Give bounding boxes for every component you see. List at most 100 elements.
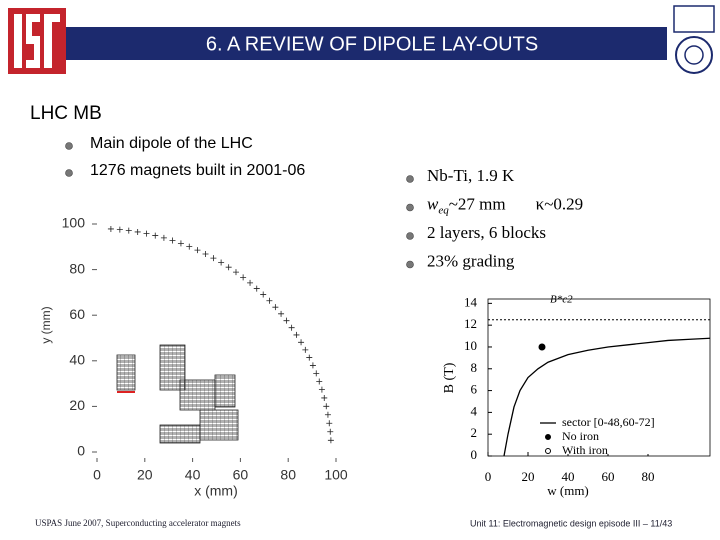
iron-marker <box>288 324 295 331</box>
iron-marker <box>313 370 320 377</box>
x-tick-label: 80 <box>642 469 655 484</box>
iron-marker <box>283 317 290 324</box>
iron-marker <box>194 247 201 254</box>
y-tick-label: 0 <box>471 447 478 462</box>
y-axis-title: B (T) <box>442 362 457 393</box>
iron-marker <box>134 228 141 235</box>
iron-marker <box>225 264 232 271</box>
y-tick-label: 4 <box>471 403 478 418</box>
legend-label: No iron <box>562 429 599 443</box>
iron-marker <box>316 378 323 385</box>
iron-marker <box>210 255 217 262</box>
iron-marker <box>327 428 334 435</box>
bullet-text-main: 23% grading <box>427 251 515 270</box>
bullet-text: 1276 magnets built in 2001-06 <box>90 162 305 179</box>
legend-label: sector [0-48,60-72] <box>562 415 655 429</box>
iron-marker <box>321 394 328 401</box>
coil-block <box>116 354 136 391</box>
y-tick-label: 20 <box>69 397 85 413</box>
x-tick-label: 60 <box>602 469 615 484</box>
coil-block <box>214 374 236 408</box>
iron-marker <box>326 420 333 427</box>
coil-figure: 0 20 40 60 80 100 0 20 40 60 80 100 x (mm) y (mm) <box>39 215 348 499</box>
bullet-text-extra: κ~0.29 <box>536 194 584 213</box>
bullet-text: weq~27 mm κ~0.29 <box>427 194 583 216</box>
iron-marker <box>272 304 279 311</box>
bc2-annotation: B*c2 <box>550 294 573 306</box>
iron-marker <box>309 362 316 369</box>
iron-marker <box>323 403 330 410</box>
iron-marker <box>293 331 300 338</box>
iron-marker <box>298 339 305 346</box>
y-axis-title: y (mm) <box>39 306 53 343</box>
x-tick-label: 0 <box>93 467 101 483</box>
bullet-text: Main dipole of the LHC <box>90 135 253 152</box>
iron-marker <box>186 243 193 250</box>
right-logo <box>673 5 715 74</box>
y-tick-label: 40 <box>69 352 85 368</box>
y-tick-label: 100 <box>62 215 86 231</box>
bullet <box>406 232 414 240</box>
y-tick-label: 10 <box>464 338 477 353</box>
iron-marker <box>266 297 273 304</box>
bullet <box>406 260 414 269</box>
legend-box <box>534 414 708 454</box>
coil-block <box>199 409 239 441</box>
iron-marker <box>253 285 260 292</box>
bullet-text-rest: ~27 mm <box>449 194 506 213</box>
coil-block <box>159 424 201 444</box>
bullet-text: 23% grading <box>427 251 515 270</box>
iron-marker <box>160 234 167 241</box>
x-axis-title: w (mm) <box>547 483 589 498</box>
bullet-text: 2 layers, 6 blocks <box>427 223 546 242</box>
y-tick-label: 12 <box>464 316 477 331</box>
iron-marker <box>169 237 176 244</box>
coil-block <box>179 379 216 411</box>
bullet-text-main: 2 layers, 6 blocks <box>427 223 546 242</box>
field-chart: 0 2 4 6 8 10 12 14 0 20 40 60 80 w (mm) B (T) B*c2 secto… <box>442 294 711 498</box>
bullet-subscript: eq <box>438 204 449 216</box>
header-bar <box>62 27 667 60</box>
bullet <box>65 142 73 150</box>
x-tick-label: 20 <box>137 467 153 483</box>
bullet-text-main: Nb-Ti, 1.9 K <box>427 166 515 185</box>
bullet-text-main: w <box>427 194 439 213</box>
field-curve <box>503 337 711 457</box>
y-tick-label: 2 <box>471 425 478 440</box>
bullet-text: Nb-Ti, 1.9 K <box>427 166 515 185</box>
bullet <box>65 169 73 177</box>
section-title: LHC MB <box>30 103 102 124</box>
iron-marker <box>318 386 325 393</box>
left-logo <box>8 8 66 74</box>
iron-marker <box>247 279 254 286</box>
legend-swatch <box>545 448 551 454</box>
iron-marker <box>125 227 132 234</box>
iron-marker <box>143 230 150 237</box>
iron-marker <box>177 240 184 247</box>
y-tick-label: 8 <box>471 360 478 375</box>
iron-marker <box>107 225 114 232</box>
iron-marker <box>152 232 159 239</box>
iron-marker <box>302 346 309 353</box>
legend-swatch <box>545 434 551 440</box>
y-tick-label: 14 <box>464 294 478 309</box>
y-tick-label: 6 <box>471 382 478 397</box>
iron-marker <box>232 269 239 276</box>
footer-right: Unit 11: Electromagnetic design episode … <box>470 518 672 528</box>
x-tick-label: 20 <box>522 469 535 484</box>
iron-marker <box>260 291 267 298</box>
y-tick-label: 80 <box>69 260 85 276</box>
slide-title: 6. A REVIEW OF DIPOLE LAY-OUTS <box>206 33 538 55</box>
y-tick-label: 60 <box>69 306 85 322</box>
iron-marker <box>240 274 247 281</box>
y-tick-label: 0 <box>77 443 85 459</box>
iron-marker <box>218 259 225 266</box>
x-tick-label: 40 <box>185 467 201 483</box>
x-tick-label: 40 <box>562 469 575 484</box>
iron-marker <box>202 250 209 257</box>
iron-marker <box>327 437 334 444</box>
x-tick-label: 80 <box>280 467 296 483</box>
iron-marker <box>306 354 313 361</box>
plot-frame <box>487 298 711 457</box>
